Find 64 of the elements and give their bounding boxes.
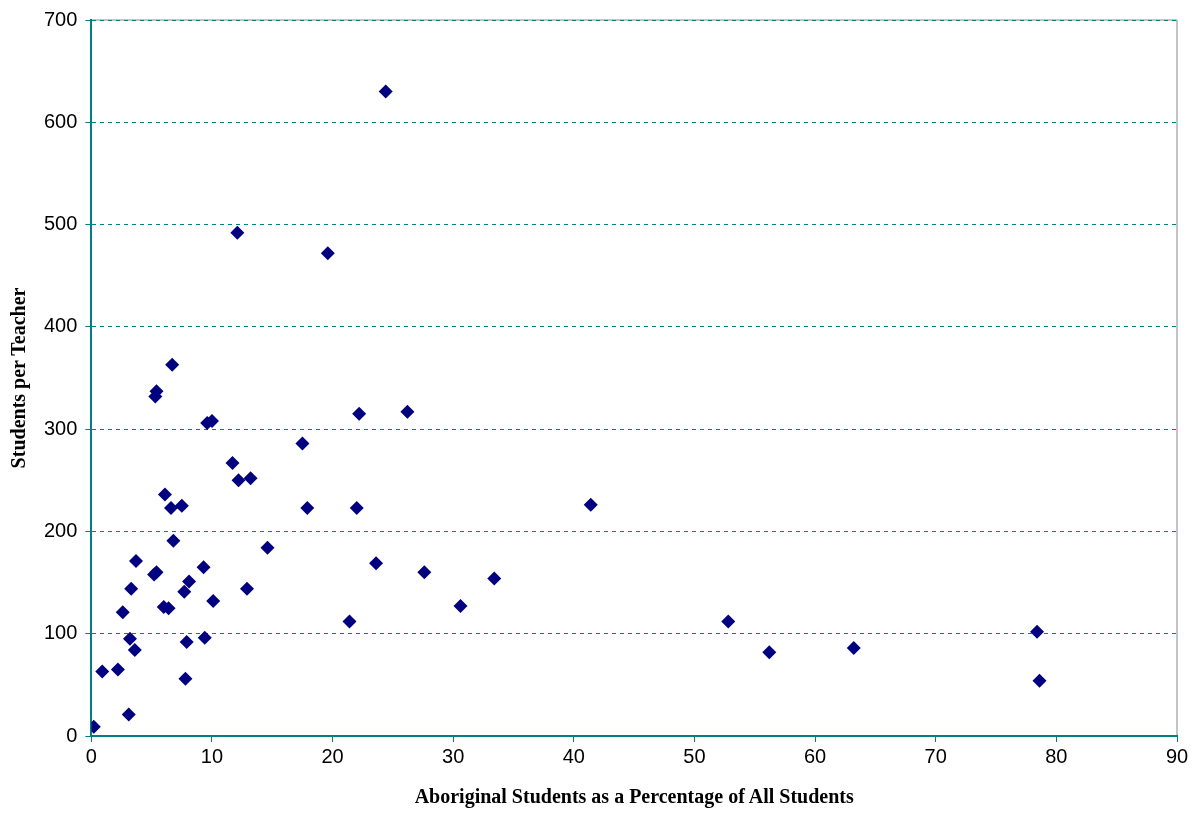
point (295, 436, 310, 451)
point (400, 404, 415, 419)
y-tick-label: 0 (66, 723, 78, 746)
point (177, 584, 192, 599)
y-axis-title: Students per Teacher (7, 287, 31, 469)
point (260, 540, 275, 555)
point (231, 473, 246, 488)
x-tick-label: 20 (321, 744, 344, 767)
point (239, 581, 254, 596)
x-tick-label: 10 (200, 744, 224, 767)
point (110, 662, 125, 677)
point (320, 246, 335, 261)
x-tick-label: 40 (562, 744, 585, 767)
point (453, 599, 468, 614)
point (721, 614, 736, 629)
point (178, 671, 193, 686)
y-tick-label: 600 (43, 109, 78, 132)
point (583, 497, 598, 512)
x-axis-title: Aboriginal Students as a Percentage of All Students (414, 785, 854, 809)
y-tick-label: 300 (43, 416, 78, 439)
x-tick-label: 0 (85, 744, 97, 767)
y-tick-label: 200 (43, 518, 78, 541)
point (165, 357, 180, 372)
y-tick-label: 100 (43, 621, 78, 644)
y-tick-label: 500 (43, 212, 78, 235)
point (174, 498, 189, 513)
point (378, 84, 393, 99)
x-tick-label: 50 (683, 744, 706, 767)
point (124, 581, 139, 596)
point (129, 554, 143, 569)
point (342, 614, 357, 629)
point (243, 471, 258, 486)
point (115, 605, 130, 620)
point (352, 406, 367, 421)
x-tick-label: 60 (804, 744, 827, 767)
point (166, 533, 181, 548)
point (225, 455, 240, 470)
point (127, 643, 142, 658)
point (157, 487, 172, 502)
point (300, 500, 315, 515)
point (182, 574, 197, 589)
x-tick-label: 30 (442, 744, 465, 767)
point (206, 593, 221, 608)
point (197, 630, 212, 645)
point (762, 645, 777, 660)
point (121, 707, 136, 722)
x-tick-label: 90 (1165, 744, 1189, 767)
point (230, 225, 245, 240)
point (1032, 673, 1047, 688)
point (487, 571, 502, 586)
point (846, 641, 861, 656)
point (196, 560, 211, 575)
point (369, 556, 384, 571)
point (349, 500, 364, 515)
point (1030, 624, 1045, 639)
x-tick-label: 80 (1045, 744, 1068, 767)
point (122, 631, 137, 646)
y-tick-label: 700 (43, 7, 78, 30)
x-tick-label: 70 (924, 744, 947, 767)
y-tick-label: 400 (43, 314, 78, 337)
point (179, 634, 194, 649)
point (95, 664, 110, 679)
point (417, 565, 432, 580)
point (163, 500, 178, 515)
